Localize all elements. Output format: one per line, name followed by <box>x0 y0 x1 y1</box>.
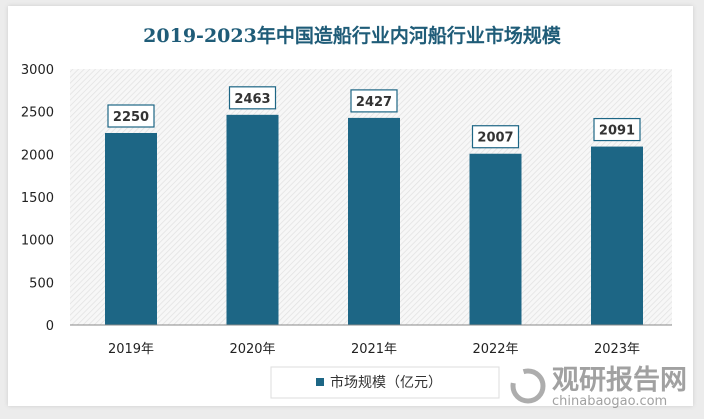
y-tick-label: 1000 <box>21 234 54 249</box>
data-label: 2007 <box>477 131 513 146</box>
data-label-box <box>107 104 155 128</box>
bar <box>469 153 522 325</box>
watermark-url: chinabaogao.com <box>552 394 667 409</box>
watermark-text: 观研报告网 <box>552 365 687 396</box>
data-label: 2463 <box>234 92 270 107</box>
bar <box>348 117 400 325</box>
y-tick-label: 2500 <box>21 106 54 121</box>
y-tick-label: 500 <box>29 276 54 291</box>
x-tick-label: 2021年 <box>351 342 397 357</box>
bar <box>591 146 643 325</box>
data-label: 2250 <box>113 110 149 125</box>
y-tick-label: 0 <box>46 319 54 334</box>
data-label: 2427 <box>356 95 392 110</box>
y-tick-label: 3000 <box>21 63 54 78</box>
chart-title: 2019-2023年中国造船行业内河船行业市场规模 <box>143 24 562 47</box>
legend: 市场规模（亿元） <box>270 366 500 399</box>
legend-swatch <box>316 378 324 386</box>
data-label-box <box>593 117 641 142</box>
data-label: 2091 <box>599 124 635 139</box>
y-tick-label: 1500 <box>21 191 54 206</box>
x-tick-label: 2019年 <box>108 342 154 357</box>
data-label-box <box>350 89 398 113</box>
data-label-box <box>228 86 277 110</box>
bar <box>226 114 279 325</box>
x-tick-label: 2020年 <box>229 342 275 357</box>
data-label-box <box>471 125 520 149</box>
x-tick-label: 2022年 <box>472 342 518 357</box>
legend-label: 市场规模（亿元） <box>330 374 442 391</box>
x-tick-label: 2023年 <box>594 342 640 357</box>
watermark-logo-icon <box>510 368 546 404</box>
bar <box>105 133 157 325</box>
watermark: 观研报告网 chinabaogao.com <box>510 365 687 409</box>
y-tick-label: 2000 <box>21 148 54 163</box>
